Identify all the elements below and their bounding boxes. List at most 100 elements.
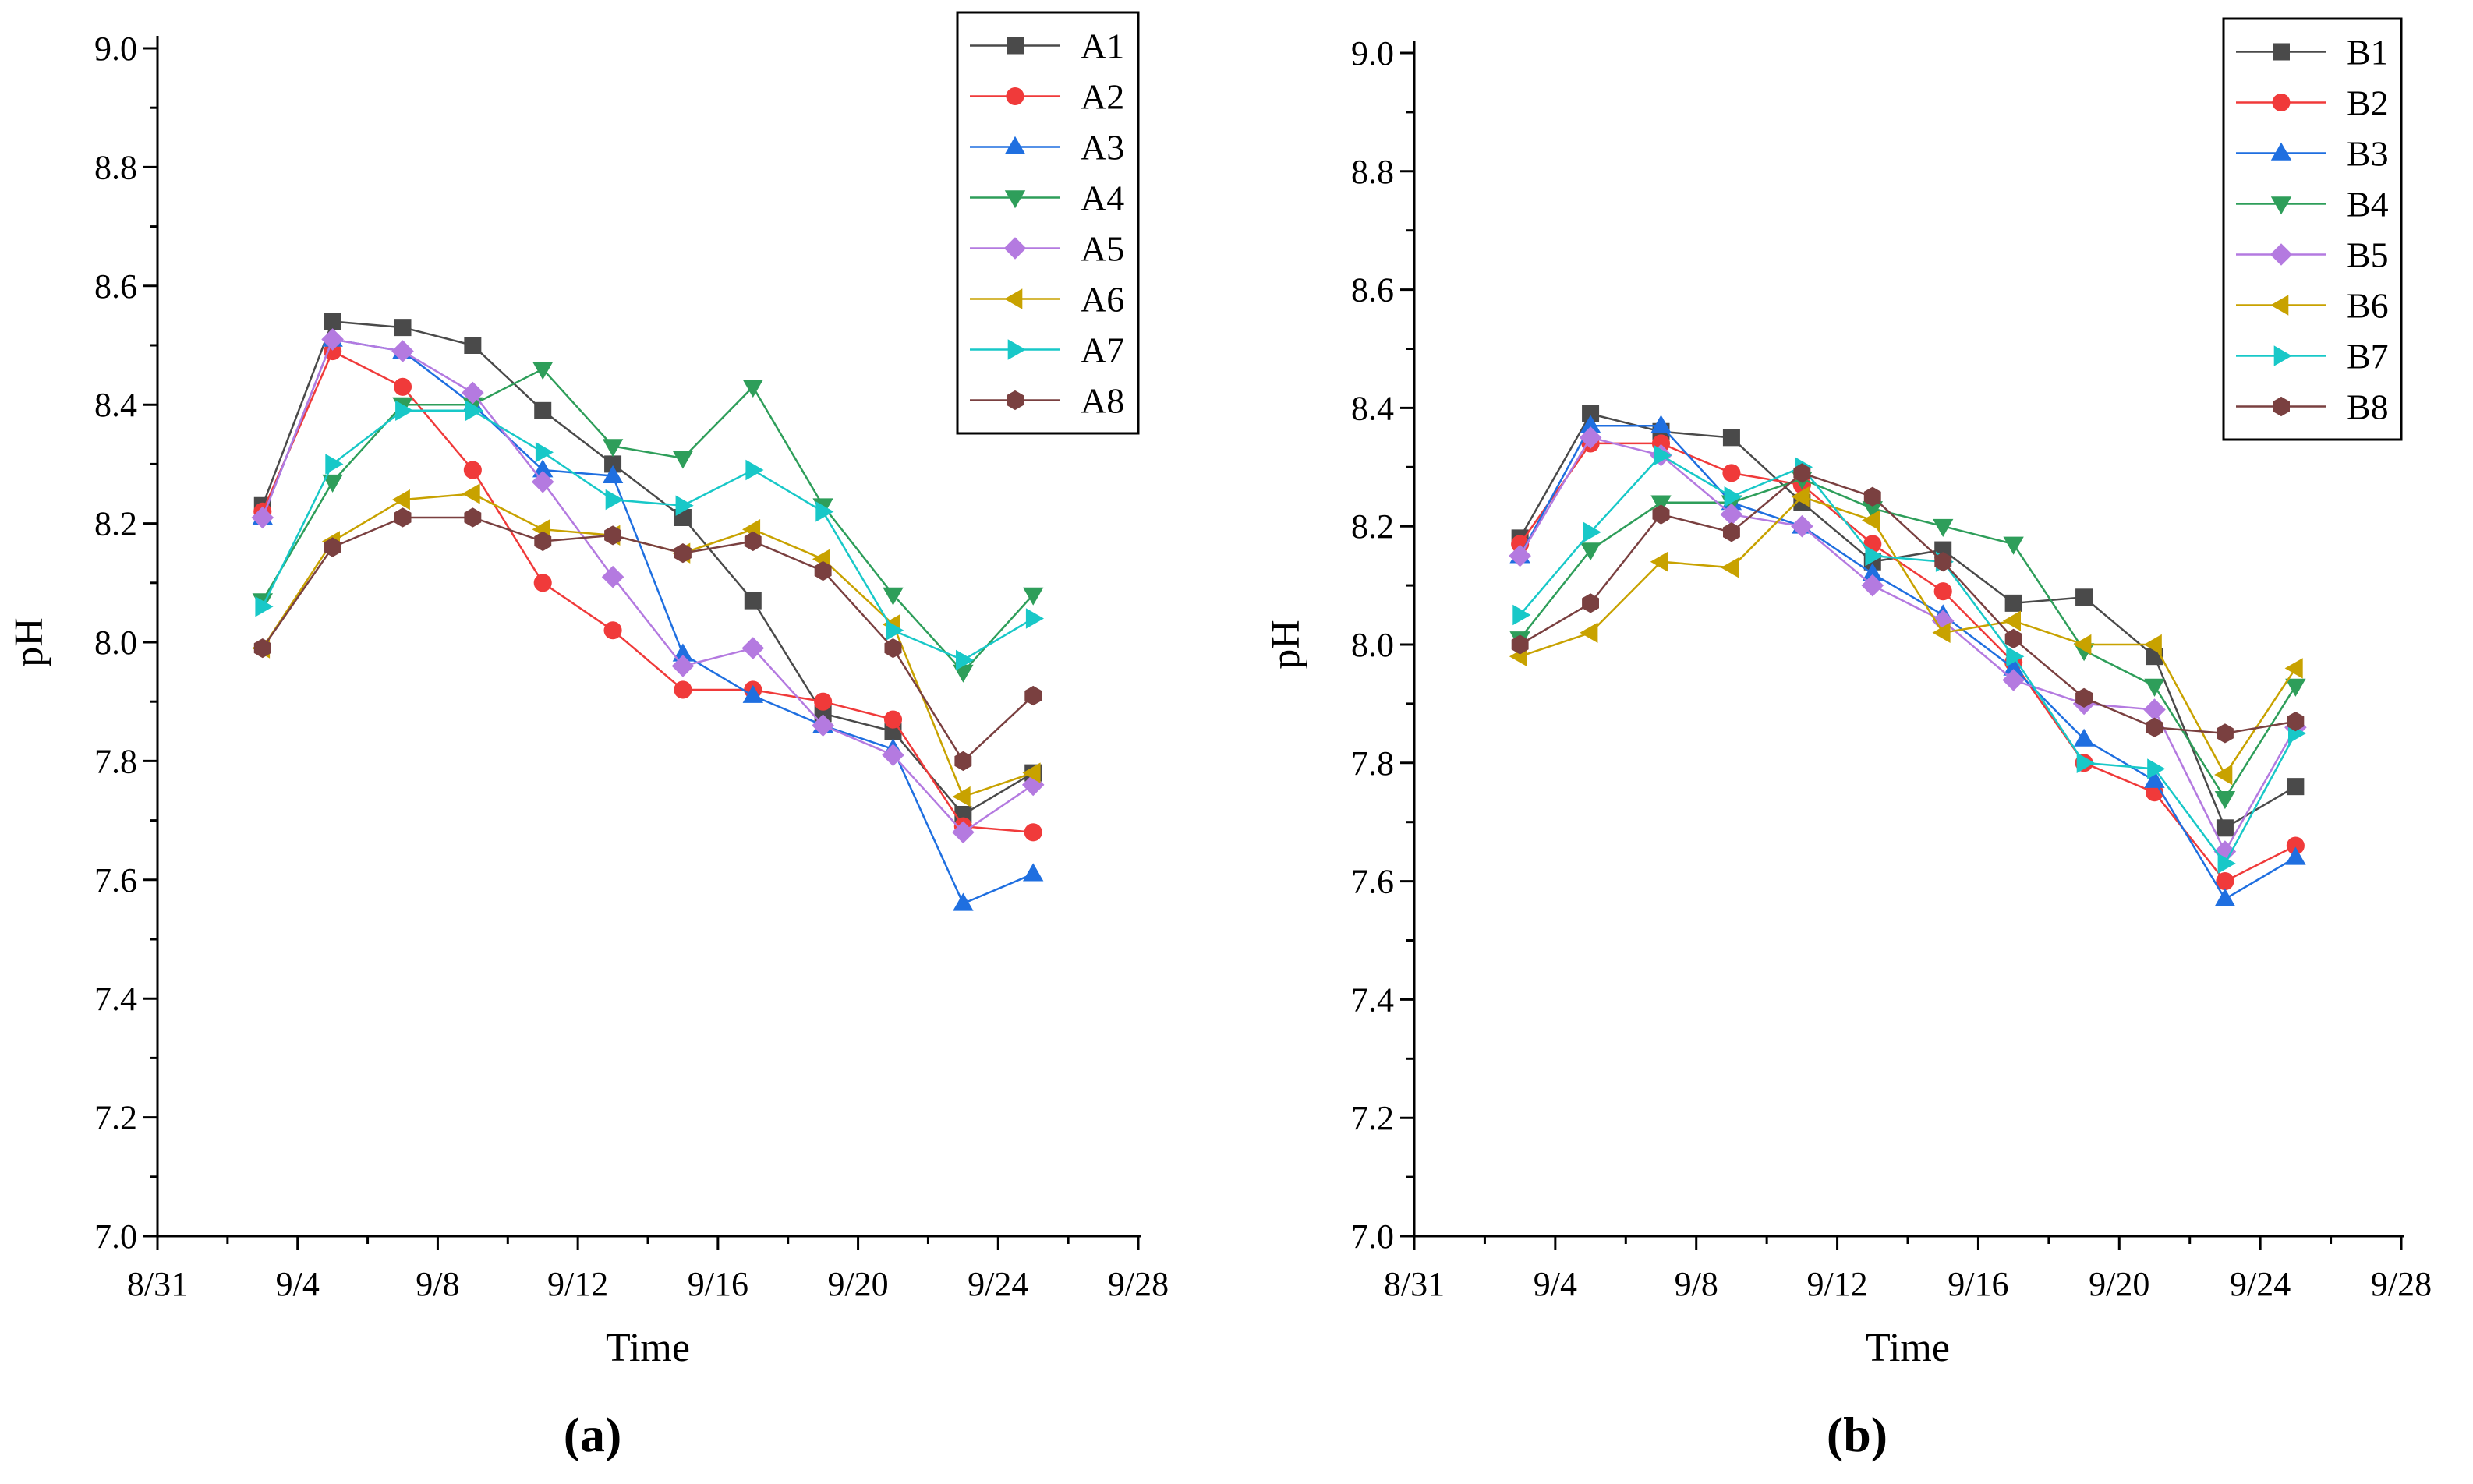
legend-item-b1: B1 bbox=[2236, 33, 2389, 72]
x-tick-label: 9/24 bbox=[968, 1265, 1028, 1303]
data-point-a3 bbox=[602, 465, 624, 483]
data-point-b3 bbox=[2144, 769, 2165, 788]
legend-label-a6: A6 bbox=[1081, 280, 1124, 320]
series-b6 bbox=[1509, 486, 2303, 786]
data-point-b7 bbox=[1724, 486, 1742, 507]
series-b7 bbox=[1512, 444, 2307, 874]
data-point-b8 bbox=[1723, 522, 1740, 542]
data-point-a7 bbox=[255, 596, 274, 617]
data-point-b5 bbox=[1509, 544, 1531, 567]
data-point-b8 bbox=[1511, 634, 1529, 655]
x-tick-label: 9/20 bbox=[2089, 1265, 2149, 1303]
data-point-b5 bbox=[1579, 426, 1602, 449]
x-tick-label: 9/28 bbox=[2371, 1265, 2432, 1303]
data-point-b3 bbox=[1862, 563, 1883, 581]
legend-item-a6: A6 bbox=[970, 280, 1124, 320]
data-point-a8 bbox=[604, 525, 621, 546]
data-point-a4 bbox=[1023, 587, 1044, 606]
data-point-b7 bbox=[2217, 853, 2236, 874]
y-tick-label: 7.0 bbox=[1351, 1217, 1394, 1256]
legend-marker-a1 bbox=[1007, 37, 1024, 55]
data-point-b8 bbox=[2287, 712, 2305, 732]
data-point-a4 bbox=[883, 587, 904, 606]
data-point-a4 bbox=[742, 380, 763, 398]
data-point-b7 bbox=[2076, 752, 2095, 773]
data-point-a2 bbox=[463, 461, 482, 479]
y-tick-label: 9.0 bbox=[94, 30, 137, 68]
data-point-b8 bbox=[2004, 628, 2022, 649]
y-tick-label: 7.6 bbox=[94, 861, 137, 899]
data-point-a6 bbox=[952, 786, 971, 807]
y-tick-label: 8.2 bbox=[1351, 507, 1394, 546]
legend-marker-a3 bbox=[1004, 136, 1026, 154]
data-point-a5 bbox=[952, 821, 975, 844]
data-point-a3 bbox=[953, 892, 974, 911]
y-tick-label: 7.0 bbox=[94, 1217, 137, 1256]
legend-item-a8: A8 bbox=[970, 381, 1124, 421]
data-point-b1 bbox=[2216, 819, 2234, 837]
x-tick-label: 9/24 bbox=[2230, 1265, 2291, 1303]
legend-label-b1: B1 bbox=[2347, 33, 2389, 72]
series-line-b6 bbox=[1520, 495, 2297, 777]
data-point-a8 bbox=[1024, 685, 1042, 706]
series-line-b1 bbox=[1519, 412, 2297, 830]
data-point-b5 bbox=[1791, 514, 1813, 538]
legend-label-b2: B2 bbox=[2347, 83, 2389, 123]
x-tick-label: 9/20 bbox=[827, 1265, 888, 1303]
legend-marker-b8 bbox=[2273, 396, 2290, 417]
legend-item-b8: B8 bbox=[2236, 387, 2389, 427]
data-point-b6 bbox=[1580, 622, 1598, 643]
data-point-b7 bbox=[1654, 444, 1672, 466]
data-point-a8 bbox=[253, 638, 271, 659]
legend-item-b5: B5 bbox=[2236, 235, 2389, 275]
data-point-a3 bbox=[1023, 863, 1044, 882]
series-line-b8 bbox=[1519, 472, 2296, 735]
data-point-b4 bbox=[1580, 542, 1601, 561]
legend-label-a5: A5 bbox=[1081, 229, 1124, 269]
x-tick-label: 9/16 bbox=[688, 1265, 748, 1303]
legend-item-a1: A1 bbox=[970, 26, 1124, 66]
data-point-b6 bbox=[1721, 557, 1739, 578]
legend-marker-b7 bbox=[2273, 345, 2292, 366]
data-point-a2 bbox=[324, 342, 342, 361]
data-point-b8 bbox=[2217, 723, 2234, 744]
data-point-a8 bbox=[464, 507, 482, 528]
x-tick-label: 9/8 bbox=[416, 1265, 459, 1303]
y-tick-label: 7.6 bbox=[1351, 863, 1394, 901]
series-b2 bbox=[1511, 434, 2305, 891]
data-point-b3 bbox=[1580, 415, 1601, 433]
data-point-a5 bbox=[251, 506, 274, 529]
data-point-a8 bbox=[884, 638, 902, 659]
x-tick-label: 9/16 bbox=[1948, 1265, 2008, 1303]
data-point-b6 bbox=[2214, 764, 2233, 786]
data-point-b8 bbox=[1652, 504, 1670, 525]
series-b8 bbox=[1511, 463, 2305, 744]
data-point-a4 bbox=[602, 439, 624, 458]
data-point-b8 bbox=[1863, 486, 1881, 507]
legend-label-a3: A3 bbox=[1081, 128, 1124, 168]
legend-label-b4: B4 bbox=[2347, 185, 2389, 224]
series-b4 bbox=[1509, 472, 2306, 810]
data-point-a5 bbox=[741, 637, 765, 659]
data-point-a7 bbox=[325, 454, 344, 475]
data-point-b3 bbox=[2073, 728, 2095, 747]
legend-item-a3: A3 bbox=[970, 128, 1124, 168]
data-point-b6 bbox=[2073, 634, 2092, 655]
data-point-b1 bbox=[1582, 405, 1600, 422]
data-point-a5 bbox=[321, 328, 344, 351]
data-point-b6 bbox=[2002, 610, 2021, 631]
legend-marker-b5 bbox=[2270, 243, 2293, 266]
y-tick-label: 7.8 bbox=[1351, 744, 1394, 783]
series-a8 bbox=[253, 507, 1042, 772]
x-tick-label: 8/31 bbox=[1384, 1265, 1445, 1303]
panel-b-chart: 7.0 7.2 7.4 7.6 7.8 8.0 8.2 8.4 8.6 8.8 9.0 8/31 9/4… bbox=[1264, 17, 2432, 1370]
series-line-a6 bbox=[261, 493, 1034, 798]
data-point-b7 bbox=[2147, 758, 2166, 779]
legend-marker-b3 bbox=[2270, 142, 2292, 161]
data-point-b4 bbox=[1862, 501, 1883, 520]
data-point-b7 bbox=[1865, 545, 1884, 567]
legend-marker-a6 bbox=[1004, 288, 1023, 309]
data-point-b8 bbox=[2075, 687, 2093, 708]
data-point-a8 bbox=[744, 531, 762, 552]
data-point-b5 bbox=[1720, 503, 1743, 526]
